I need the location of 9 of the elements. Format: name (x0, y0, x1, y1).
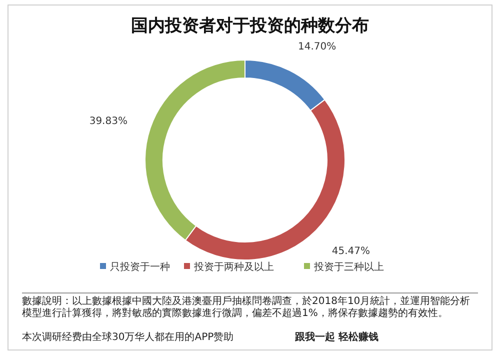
data-label: 14.70% (298, 41, 336, 52)
chart-title: 国内投资者对于投资的种数分布 (131, 16, 369, 36)
legend-label: 投资于两种及以上 (193, 261, 274, 273)
text: 跟我一起 轻松赚钱 (294, 331, 378, 343)
text: 本次调研经费由全球30万华人都在用的APP赞助 (22, 331, 234, 343)
data-label: 45.47% (332, 246, 370, 258)
legend-label: 只投资于一种 (110, 261, 170, 273)
data-label: 39.83% (89, 116, 128, 127)
legend-label: 投资于三种以上 (313, 261, 384, 273)
